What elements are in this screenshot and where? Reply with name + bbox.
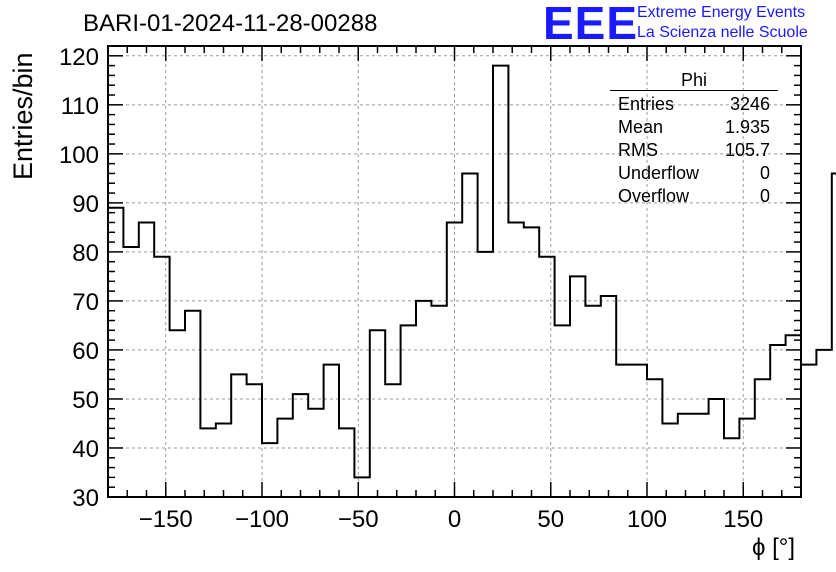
y-tick-label: 30 [72,485,99,512]
stats-box: Phi Entries 3246 Mean 1.935 RMS 105.7 Un… [610,70,778,208]
x-tick-label: 0 [448,506,461,533]
histogram-series [108,64,836,479]
y-tick-label: 50 [72,387,99,414]
eee-logo-text: Extreme Energy Events La Scienza nelle S… [637,3,808,43]
x-tick-label: −50 [338,506,379,533]
x-tick-label: 150 [723,506,763,533]
y-tick-label: 70 [72,289,99,316]
x-tick-label: −150 [139,506,193,533]
stats-row: Entries 3246 [610,93,778,116]
stats-value: 105.7 [724,140,770,160]
stats-label: Underflow [618,163,700,183]
x-axis-label: ϕ [°] [752,534,796,561]
stats-label: RMS [618,140,658,160]
y-axis-label: Entries/bin [8,52,38,180]
stats-label: Mean [618,117,664,137]
y-tick-label: 90 [72,191,99,218]
y-tick-label: 100 [59,142,99,169]
stats-value: 3246 [729,94,770,114]
stats-box-title: Phi [610,70,778,91]
grid-lines [108,46,801,497]
stats-row: Mean 1.935 [610,116,778,139]
x-tick-label: −100 [235,506,289,533]
stats-value: 0 [759,163,770,183]
stats-value: 1.935 [724,117,770,137]
y-tick-label: 80 [72,240,99,267]
stats-value: 0 [759,186,770,206]
stats-row: Underflow 0 [610,162,778,185]
stats-row: RMS 105.7 [610,139,778,162]
stats-label: Entries [618,94,675,114]
axis-ticks [107,45,802,498]
stats-label: Overflow [618,186,690,206]
y-tick-label: 120 [59,44,99,71]
x-tick-label: 100 [627,506,667,533]
y-tick-label: 40 [72,436,99,463]
eee-logo: EEE [543,0,639,49]
y-tick-label: 60 [72,338,99,365]
chart-title: BARI-01-2024-11-28-00288 [83,10,378,37]
x-tick-label: 50 [537,506,564,533]
tick-labels: 30 40 50 60 70 80 90 100 110 120 −150 −100 −50 0 50 100… [59,44,763,533]
logo-line-1: Extreme Energy Events [637,4,806,21]
stats-row: Overflow 0 [610,185,778,208]
y-tick-label: 110 [61,93,99,120]
logo-line-2: La Scienza nelle Scuole [637,24,808,41]
